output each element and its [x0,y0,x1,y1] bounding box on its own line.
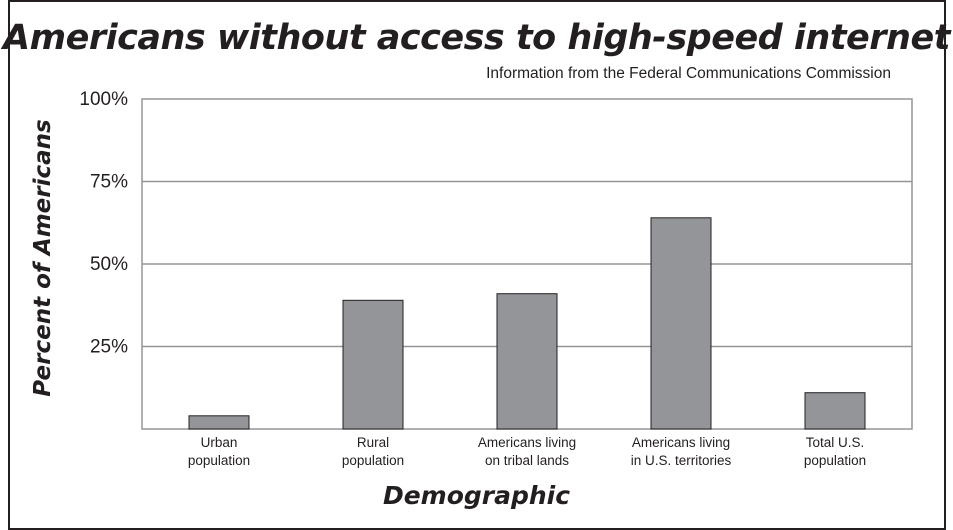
chart-title: Americans without access to high-speed i… [3,18,950,58]
bar [496,293,558,430]
x-tick-label: on tribal lands [485,453,569,468]
x-tick-label: Americans living [478,435,576,450]
bar-chart: 25% 50% 75% 100% Urban population Rural populat… [79,89,913,468]
x-axis-label: Demographic [382,481,571,510]
x-tick-label: Total U.S. [806,435,865,450]
y-tick-label: 50% [90,254,128,275]
x-tick-label: Rural [357,435,389,450]
y-tick-label: 25% [90,337,128,358]
y-tick-label: 75% [90,172,128,193]
bar [342,299,404,430]
x-tick-label: in U.S. territories [631,453,732,468]
y-tick-label: 100% [79,89,128,110]
chart-frame [8,0,946,530]
chart-subtitle: Information from the Federal Communicati… [486,65,891,82]
bar [804,392,866,430]
bar [650,217,712,430]
bar [188,415,250,430]
x-tick-label: population [188,453,250,468]
x-tick-label: population [804,453,866,468]
x-tick-label: population [342,453,404,468]
x-tick-label: Americans living [632,435,730,450]
x-tick-label: Urban [201,435,238,450]
